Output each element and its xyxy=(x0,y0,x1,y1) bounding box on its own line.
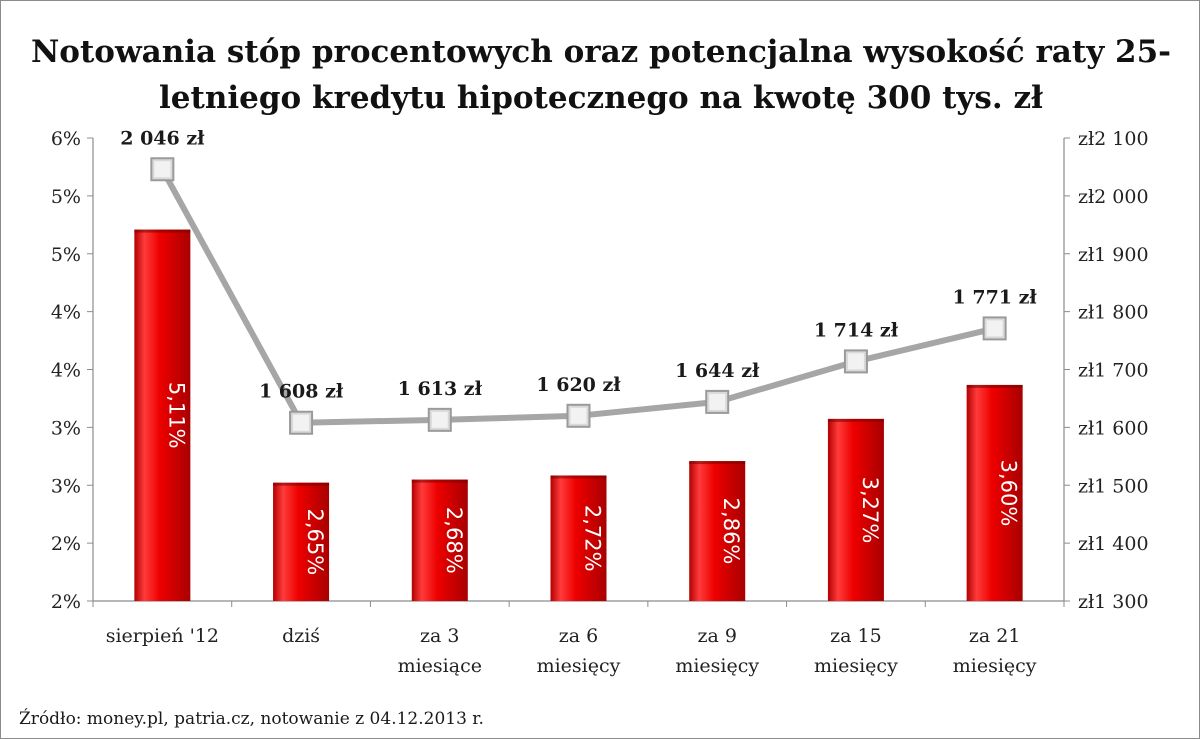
x-axis-category-label: miesięcy xyxy=(814,655,898,677)
right-axis-tick-label: zł1 300 xyxy=(1078,591,1149,613)
left-axis-tick-label: 4% xyxy=(51,360,81,382)
line-point-marker-highlight xyxy=(709,393,726,410)
bar xyxy=(689,461,746,601)
bar xyxy=(966,384,1023,601)
right-axis-tick-label: zł1 400 xyxy=(1078,533,1149,555)
right-axis-tick-label: zł1 500 xyxy=(1078,475,1149,497)
data-labels: 2 046 zł 1 608 zł 1 613 zł 1 620 zł 1 644 zł… xyxy=(120,127,1037,402)
bar xyxy=(134,229,191,601)
line-point-marker-highlight xyxy=(431,411,448,428)
x-axis-category-label: miesięcy xyxy=(953,655,1037,677)
bar-value-label: 2,72% xyxy=(581,505,605,572)
bar-top-edge xyxy=(550,475,607,479)
bar-top-edge xyxy=(134,229,191,233)
line-point-marker-highlight xyxy=(847,353,864,370)
right-axis-tick-label: zł2 100 xyxy=(1078,128,1149,150)
x-axis-category-label: sierpień '12 xyxy=(106,625,219,647)
right-axis-tick-label: zł1 800 xyxy=(1078,302,1149,324)
source-note: Źródło: money.pl, patria.cz, notowanie z… xyxy=(19,709,484,729)
line-value-label: 1 644 zł xyxy=(675,360,760,382)
bar-value-label: 5,11% xyxy=(164,382,188,449)
x-axis-category-label: za 3 xyxy=(420,625,459,647)
left-axis-tick-label: 5% xyxy=(51,186,81,208)
bar-value-label: 3,60% xyxy=(997,460,1021,527)
bar-value-label: 2,68% xyxy=(442,507,466,574)
x-axis-category-label: miesięcy xyxy=(537,655,621,677)
chart-title: Notowania stóp procentowych oraz potencj… xyxy=(30,34,1172,116)
bar-top-edge xyxy=(273,482,330,486)
bar xyxy=(550,475,607,601)
x-axis-category-label: za 15 xyxy=(830,625,882,647)
right-axis-tick-label: zł1 600 xyxy=(1078,417,1149,439)
line-point-marker-highlight xyxy=(154,161,171,178)
line-value-label: 1 613 zł xyxy=(398,378,483,400)
bar xyxy=(273,482,330,601)
axes: 2% 2% 3% 3% 4% 4% 5% 5% 6% zł1 300 zł1 400 zł1 500 z… xyxy=(51,128,1149,677)
line-value-label: 1 620 zł xyxy=(536,374,621,396)
bar-value-label: 2,86% xyxy=(719,498,743,565)
bar-value-label: 3,27% xyxy=(858,477,882,544)
line-value-label: 1 771 zł xyxy=(953,286,1038,308)
bar-top-edge xyxy=(411,479,468,483)
x-axis-category-label: miesiące xyxy=(398,655,482,677)
right-axis-tick-label: zł1 700 xyxy=(1078,360,1149,382)
bar-top-edge xyxy=(689,461,746,465)
left-axis-tick-label: 2% xyxy=(51,591,81,613)
bar xyxy=(411,479,468,601)
left-axis-tick-label: 2% xyxy=(51,533,81,555)
line-point-marker-highlight xyxy=(293,414,310,431)
left-axis-tick-label: 6% xyxy=(51,128,81,150)
left-axis-tick-label: 4% xyxy=(51,302,81,324)
bar-value-label: 2,65% xyxy=(303,508,327,575)
line-point-marker-highlight xyxy=(986,320,1003,337)
bar xyxy=(827,418,884,601)
line-value-label: 2 046 zł xyxy=(120,127,205,149)
left-axis-tick-label: 3% xyxy=(51,417,81,439)
x-axis-category-label: dziś xyxy=(282,625,320,647)
bar-top-edge xyxy=(966,384,1023,388)
x-axis-category-label: za 9 xyxy=(697,625,736,647)
line-point-marker-highlight xyxy=(570,407,587,424)
line-value-label: 1 608 zł xyxy=(259,381,344,403)
bar-top-edge xyxy=(827,418,884,422)
x-axis-category-label: za 21 xyxy=(969,625,1021,647)
x-axis-category-label: miesięcy xyxy=(675,655,759,677)
line-value-label: 1 714 zł xyxy=(814,319,899,341)
x-axis-category-label: za 6 xyxy=(559,625,598,647)
left-axis-tick-label: 3% xyxy=(51,475,81,497)
left-axis-tick-label: 5% xyxy=(51,244,81,266)
line-series xyxy=(150,157,1007,435)
right-axis-tick-label: zł1 900 xyxy=(1078,244,1149,266)
bar-series: 5,11% 2,65% 2,68% 2,72% 2,86% 3,27% 3,60% xyxy=(134,229,1023,601)
right-axis-tick-label: zł2 000 xyxy=(1078,186,1149,208)
